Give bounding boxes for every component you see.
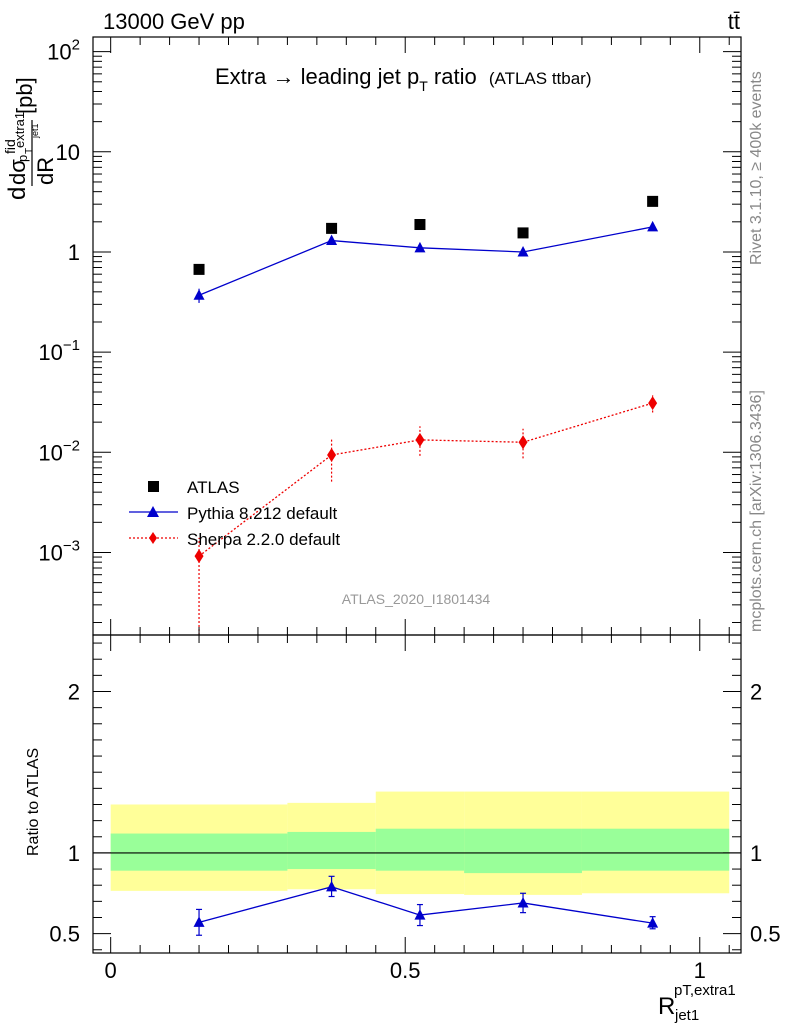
xlabel-sup: pT,extra1 xyxy=(674,982,736,999)
chart-title-main: Extra → leading jet p xyxy=(215,64,419,89)
chart-title-sub: T xyxy=(419,78,428,94)
pythia-point xyxy=(326,234,338,246)
header-left-label: 13000 GeV pp xyxy=(103,9,245,34)
main-y-tick-label: 1 xyxy=(68,240,80,265)
ylabel-unit: [pb] xyxy=(12,77,37,114)
ratio-y-tick-label-left: 2 xyxy=(68,679,80,704)
main-y-tick-exponent: −3 xyxy=(63,537,80,554)
main-y-tick-label: 102 xyxy=(47,37,80,65)
legend-marker-atlas xyxy=(148,481,159,492)
main-y-tick-base: 10 xyxy=(38,340,62,365)
sherpa-point xyxy=(648,396,658,411)
atlas-point xyxy=(326,222,338,234)
rivet-label: Rivet 3.1.10, ≥ 400k events xyxy=(748,71,765,265)
x-tick-label: 1 xyxy=(694,958,706,983)
ratio-pythia-point xyxy=(326,880,338,892)
main-y-tick-base: 10 xyxy=(38,440,62,465)
pythia-line xyxy=(198,226,653,296)
ratio-panel: 0.5 0.5 1 1 2 2 0 0.5 1 Ratio to ATLAS R pT,extr… xyxy=(25,634,781,1024)
legend-marker-sherpa xyxy=(149,532,157,544)
ylabel-T: T xyxy=(24,148,35,154)
ratio-pythia-point xyxy=(647,917,659,928)
legend-label-atlas: ATLAS xyxy=(187,478,240,497)
x-axis-label: R pT,extra1 jet1 xyxy=(658,982,736,1024)
x-tick-label: 0 xyxy=(105,958,117,983)
ylabel-d: d xyxy=(4,187,31,200)
xlabel-main: R xyxy=(658,993,675,1020)
pythia-point xyxy=(517,245,529,257)
main-y-tick-base: 10 xyxy=(38,540,62,565)
ylabel-jet1: jet1 xyxy=(30,123,40,139)
analysis-watermark: ATLAS_2020_I1801434 xyxy=(342,591,491,607)
ratio-y-tick-label-right: 1 xyxy=(750,841,762,866)
stat-uncertainty-band xyxy=(464,828,582,874)
main-y-tick-exponent: −1 xyxy=(63,337,80,354)
ratio-y-tick-label-left: 0.5 xyxy=(49,922,80,947)
pythia-point xyxy=(414,241,426,253)
ratio-y-tick-label-right: 2 xyxy=(750,679,762,704)
ylabel-dsigma: dσ xyxy=(5,159,30,185)
sherpa-point xyxy=(415,432,425,447)
ratio-y-tick-label-right: 0.5 xyxy=(750,922,781,947)
main-y-tick-base: 1 xyxy=(68,240,80,265)
stat-uncertainty-band xyxy=(375,828,465,871)
main-y-tick-label: 10−1 xyxy=(38,337,80,365)
main-y-tick-base: 10 xyxy=(56,140,80,165)
main-y-tick-label: 10 xyxy=(56,140,80,165)
chart-title-tail: ratio xyxy=(428,64,477,89)
main-y-tick-base: 10 xyxy=(47,40,71,65)
legend-label-pythia: Pythia 8.212 default xyxy=(187,504,338,523)
chart-title-small: (ATLAS ttbar) xyxy=(489,69,592,88)
main-y-tick-label: 10−2 xyxy=(38,437,80,465)
atlas-point xyxy=(193,263,205,275)
chart-title: Extra → leading jet pT ratio (ATLAS ttba… xyxy=(215,64,592,94)
ratio-frame xyxy=(92,634,742,954)
mcplots-label: mcplots.cern.ch [arXiv:1306.3436] xyxy=(748,390,765,632)
stat-uncertainty-band xyxy=(110,833,288,871)
pythia-point xyxy=(647,220,659,232)
ylabel-dR: dR xyxy=(33,157,58,185)
header-right-label: tt̄ xyxy=(728,9,740,34)
sherpa-point xyxy=(518,435,528,450)
stat-uncertainty-band xyxy=(287,831,376,870)
pythia-point xyxy=(193,289,205,300)
main-y-axis-label: d dσ fid dR p T extra1 jet1 [pb] xyxy=(2,77,58,200)
main-y-tick-exponent: 2 xyxy=(72,37,80,54)
atlas-point xyxy=(414,219,426,231)
ylabel-extra1: extra1 xyxy=(12,112,27,148)
ratio-y-tick-label-left: 1 xyxy=(68,841,80,866)
ratio-pythia-point xyxy=(414,909,426,920)
legend-marker-pythia xyxy=(147,506,159,517)
ylabel-fid: fid xyxy=(2,139,18,154)
x-tick-label: 0.5 xyxy=(390,958,421,983)
xlabel-sub: jet1 xyxy=(674,1007,699,1024)
legend-label-sherpa: Sherpa 2.2.0 default xyxy=(187,530,340,549)
ratio-pythia-point xyxy=(517,896,529,908)
ylabel-p: p xyxy=(15,155,30,162)
main-y-tick-label: 10−3 xyxy=(38,537,80,565)
ratio-pythia-point xyxy=(193,916,205,927)
main-y-tick-exponent: −2 xyxy=(63,437,80,454)
atlas-point xyxy=(647,195,659,207)
sherpa-point xyxy=(327,447,337,462)
ratio-y-axis-label: Ratio to ATLAS xyxy=(25,748,42,856)
sherpa-point xyxy=(194,549,204,564)
stat-uncertainty-band xyxy=(581,828,730,871)
atlas-point xyxy=(517,227,529,239)
legend: ATLAS Pythia 8.212 default Sherpa 2.2.0 … xyxy=(129,478,340,549)
